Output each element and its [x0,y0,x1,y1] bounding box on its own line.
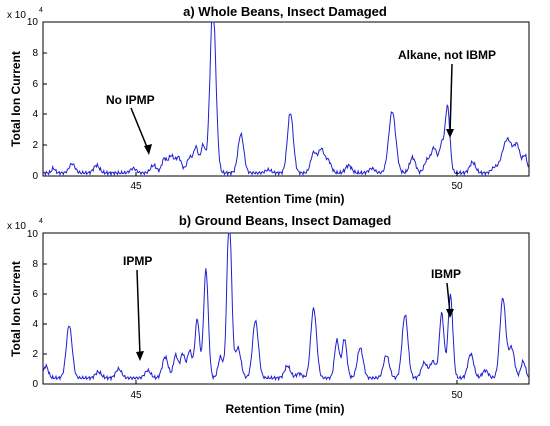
panel-b-x-tick-50: 50 [451,390,463,401]
panel-b-trace [42,232,530,382]
panel-a-x-tick-50: 50 [451,181,463,192]
panel-b-y-ticks: 0 2 4 6 8 10 [27,229,47,390]
panel-b-arrow-ibmp [446,282,451,314]
panel-b-y-label: Total Ion Current [9,261,23,357]
panel-b-y-multiplier: x 10 [7,221,26,232]
panel-a-trace [42,21,530,177]
panel-a-arrowhead-no-ipmp [144,144,152,155]
panel-a-y-ticks: 0 2 4 6 8 10 [27,17,47,182]
panel-b-x-ticks: 45 50 [130,380,463,401]
panel-b-arrowhead-ibmp [446,309,454,318]
panel-a-x-tick-45: 45 [130,181,142,192]
panel-b-annotation-ipmp: IPMP [123,254,152,268]
panel-a-y-tick-8: 8 [32,48,38,59]
panel-a-y-tick-4: 4 [32,109,38,120]
panel-b-annotation-ibmp: IBMP [431,267,461,281]
panel-a-annotation-no-ipmp: No IPMP [106,93,155,107]
panel-a-y-label: Total Ion Current [9,51,23,147]
panel-a-y-tick-2: 2 [32,140,38,151]
panel-b-arrowhead-ipmp [136,351,144,361]
panel-b-y-tick-10: 10 [27,229,39,240]
panel-b: b) Ground Beans, Insect Damaged 0 2 4 6 … [7,213,530,416]
panel-a-title: a) Whole Beans, Insect Damaged [183,4,387,19]
panel-a-x-ticks: 45 50 [130,172,463,192]
panel-a: a) Whole Beans, Insect Damaged 0 2 4 6 8… [7,4,530,206]
panel-b-y-tick-2: 2 [32,349,38,360]
panel-b-x-tick-45: 45 [130,390,142,401]
panel-a-y-tick-0: 0 [32,171,38,182]
panel-a-x-label: Retention Time (min) [225,192,344,206]
panel-a-arrowhead-alkane [446,129,454,138]
panel-b-arrow-ipmp [136,269,141,357]
panel-a-y-multiplier: x 10 [7,10,26,21]
panel-b-y-tick-4: 4 [32,319,38,330]
panel-b-y-exponent: 4 [39,218,43,225]
panel-b-y-tick-0: 0 [32,379,38,390]
panel-a-annotation-alkane: Alkane, not IBMP [398,48,496,62]
panel-b-title: b) Ground Beans, Insect Damaged [179,213,391,228]
panel-a-y-exponent: 4 [39,7,43,14]
panel-b-x-label: Retention Time (min) [225,402,344,416]
panel-b-y-tick-8: 8 [32,259,38,270]
panel-a-y-tick-10: 10 [27,17,39,28]
panel-a-arrow-no-ipmp [130,107,150,153]
panel-b-axes [42,232,530,385]
panel-b-y-tick-6: 6 [32,289,38,300]
panel-a-y-tick-6: 6 [32,79,38,90]
panel-a-arrow-alkane [449,63,453,135]
panel-a-axes [42,21,530,177]
